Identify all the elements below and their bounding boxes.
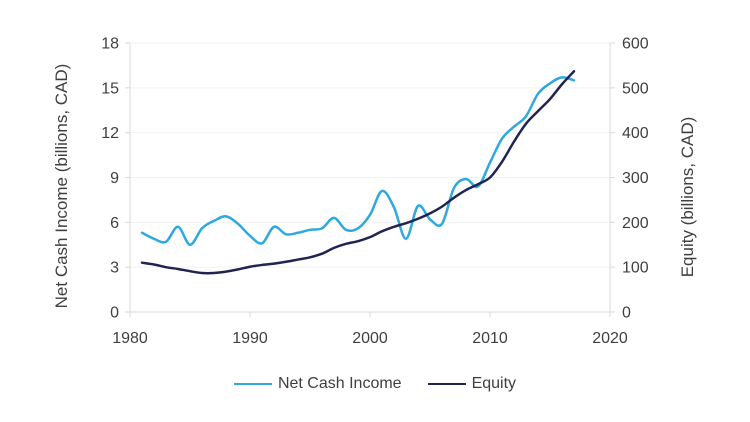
left-axis-tick-label: 0	[110, 305, 119, 322]
net-cash-income-line	[140, 76, 576, 246]
right-axis-tick-label: 400	[622, 125, 649, 142]
equity-line-swatch	[427, 383, 466, 385]
left-axis-tick-label: 18	[101, 36, 119, 53]
legend-entry-net-cash-income: Net Cash Income	[233, 375, 402, 393]
legend-label-equity: Equity	[471, 375, 517, 392]
legend-label-net-cash-income: Net Cash Income	[277, 375, 402, 392]
x-axis-tick-label: 2000	[352, 330, 388, 347]
right-axis-tick-label: 300	[622, 170, 649, 187]
x-axis-tick-label: 1990	[232, 330, 268, 347]
right-axis-tick-label: 0	[622, 305, 631, 322]
left-axis-tick-label: 3	[110, 260, 119, 277]
left-axis-tick-label: 6	[110, 215, 119, 232]
net-cash-income-line-swatch	[233, 383, 272, 385]
left-axis-tick-label: 12	[101, 125, 119, 142]
equity-line	[140, 70, 576, 275]
right-axis-tick-label: 500	[622, 80, 649, 97]
right-axis-tick-label: 600	[622, 36, 649, 53]
legend-entry-equity: Equity	[427, 375, 517, 393]
x-axis-tick-label: 2020	[592, 330, 628, 347]
right-axis-title: Equity (billions, CAD)	[678, 116, 697, 278]
x-axis-tick-label: 1980	[112, 330, 148, 347]
left-axis-title: Net Cash Income (billions, CAD)	[52, 63, 71, 309]
chart-legend: Net Cash Income Equity	[0, 375, 750, 393]
left-axis-tick-label: 15	[101, 80, 119, 97]
left-axis-tick-label: 9	[110, 170, 119, 187]
x-axis-tick-label: 2010	[472, 330, 508, 347]
right-axis-tick-label: 100	[622, 260, 649, 277]
right-axis-tick-label: 200	[622, 215, 649, 232]
